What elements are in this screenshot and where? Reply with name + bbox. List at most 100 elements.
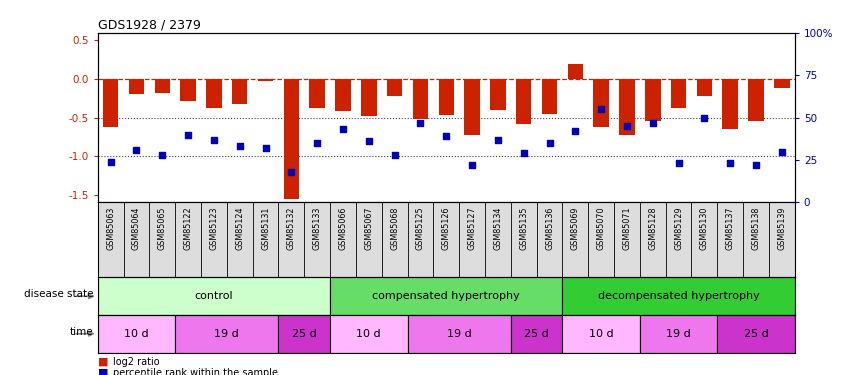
Point (542, 140, 556, 146)
Bar (284, 79, 299, 199)
Point (698, 115, 711, 121)
Point (233, 144, 246, 150)
Bar (593, 79, 609, 127)
Text: 10 d: 10 d (124, 329, 149, 339)
Text: GSM85127: GSM85127 (468, 206, 477, 250)
Text: GSM85137: GSM85137 (726, 206, 734, 250)
Point (362, 138, 376, 144)
Point (439, 133, 453, 139)
Bar (258, 79, 274, 81)
Point (749, 162, 762, 168)
Text: GSM85123: GSM85123 (209, 206, 218, 250)
Text: GSM85138: GSM85138 (751, 206, 761, 249)
Bar (619, 79, 635, 135)
Bar (697, 79, 712, 96)
Text: GSM85130: GSM85130 (700, 206, 709, 249)
Text: 10 d: 10 d (589, 329, 614, 339)
Bar (98, 278, 330, 315)
Text: 19 d: 19 d (447, 329, 472, 339)
Text: GSM85135: GSM85135 (519, 206, 528, 250)
Text: 25 d: 25 d (292, 329, 317, 339)
Bar (309, 79, 325, 108)
Point (207, 136, 221, 142)
Text: compensated hypertrophy: compensated hypertrophy (372, 291, 520, 301)
Point (517, 150, 530, 156)
Bar (511, 315, 563, 352)
Bar (175, 315, 279, 352)
Bar (232, 79, 247, 104)
Bar (563, 278, 795, 315)
Text: time: time (70, 327, 94, 337)
Text: 19 d: 19 d (214, 329, 239, 339)
Bar (128, 79, 144, 94)
Point (104, 159, 117, 165)
Point (775, 148, 789, 154)
Text: GSM85134: GSM85134 (493, 206, 502, 249)
Text: percentile rank within the sample: percentile rank within the sample (113, 368, 278, 375)
Bar (407, 315, 511, 352)
Bar (330, 315, 407, 352)
Bar (516, 79, 531, 124)
Bar (774, 79, 790, 88)
Bar (207, 79, 222, 108)
Text: 25 d: 25 d (524, 329, 549, 339)
Bar (490, 79, 506, 110)
Bar (439, 79, 454, 115)
Point (156, 152, 169, 158)
Text: GSM85063: GSM85063 (106, 206, 115, 249)
Text: GSM85132: GSM85132 (286, 206, 296, 250)
Bar (568, 64, 583, 79)
Text: GSM85066: GSM85066 (338, 206, 348, 249)
Point (388, 152, 401, 158)
Bar (640, 315, 717, 352)
Bar (103, 79, 118, 127)
Bar (413, 79, 428, 119)
Text: GSM85069: GSM85069 (571, 206, 580, 250)
Text: GSM85139: GSM85139 (778, 206, 786, 250)
Text: GSM85133: GSM85133 (313, 206, 321, 249)
Point (569, 128, 582, 134)
Text: GSM85136: GSM85136 (545, 206, 554, 249)
Text: 19 d: 19 d (666, 329, 691, 339)
Bar (464, 79, 479, 135)
Point (672, 160, 685, 166)
Text: ■: ■ (98, 368, 108, 375)
Bar (671, 79, 686, 108)
Point (594, 106, 608, 112)
Text: GSM85065: GSM85065 (158, 206, 167, 250)
Bar (717, 315, 795, 352)
Point (181, 132, 195, 138)
Point (646, 120, 660, 126)
Bar (387, 79, 402, 96)
Text: GSM85067: GSM85067 (365, 206, 373, 250)
Point (723, 160, 737, 166)
Text: ■: ■ (98, 357, 108, 367)
Text: GSM85129: GSM85129 (674, 206, 683, 250)
Text: decompensated hypertrophy: decompensated hypertrophy (598, 291, 759, 301)
Bar (330, 278, 563, 315)
Point (337, 126, 350, 132)
Bar (722, 79, 738, 129)
Text: 10 d: 10 d (356, 329, 381, 339)
Text: GSM85070: GSM85070 (597, 206, 606, 250)
Point (258, 145, 272, 151)
Point (620, 123, 634, 129)
Text: GSM85124: GSM85124 (235, 206, 244, 250)
Text: GSM85068: GSM85068 (390, 206, 400, 249)
Text: control: control (195, 291, 233, 301)
Text: log2 ratio: log2 ratio (113, 357, 160, 367)
Bar (98, 315, 175, 352)
Point (465, 162, 479, 168)
Bar (361, 79, 377, 116)
Text: GDS1928 / 2379: GDS1928 / 2379 (98, 19, 201, 32)
Bar (279, 315, 330, 352)
Point (491, 136, 505, 142)
Text: GSM85125: GSM85125 (416, 206, 425, 250)
Bar (563, 315, 640, 352)
Text: disease state: disease state (24, 290, 94, 299)
Bar (541, 79, 558, 114)
Bar (335, 79, 351, 111)
Text: GSM85122: GSM85122 (184, 206, 193, 250)
Point (285, 169, 298, 175)
Bar (155, 79, 170, 93)
